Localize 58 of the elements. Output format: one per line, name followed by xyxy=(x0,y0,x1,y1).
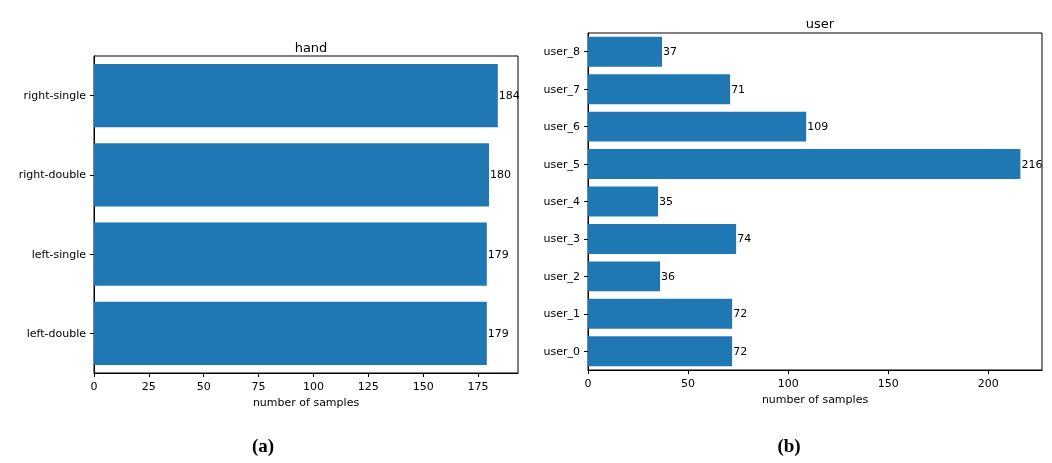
bar xyxy=(588,149,1021,180)
bar xyxy=(588,223,737,254)
y-tick-label: user_7 xyxy=(543,82,580,96)
y-tick-label: right-single xyxy=(23,89,87,103)
x-tick-label: 0 xyxy=(90,380,98,393)
bar xyxy=(94,301,487,366)
y-tick-label: user_1 xyxy=(543,307,580,321)
data-label: 35 xyxy=(659,195,674,208)
x-tick-label: 25 xyxy=(141,380,156,393)
y-tick-label: right-double xyxy=(18,168,87,182)
bar xyxy=(588,298,733,329)
text: (b) xyxy=(777,435,801,457)
data-label: 74 xyxy=(737,232,752,246)
x-tick-label: 100 xyxy=(777,377,799,390)
x-tick-label: 100 xyxy=(302,380,324,393)
bar xyxy=(588,261,661,292)
data-label: 72 xyxy=(733,344,748,358)
x-tick-label: 75 xyxy=(251,380,266,393)
y-tick-label: user_2 xyxy=(543,269,580,283)
data-label: 109 xyxy=(807,120,829,134)
bar xyxy=(94,143,490,207)
data-label: 179 xyxy=(487,326,509,340)
x-tick-label: 175 xyxy=(467,380,489,393)
x-tick-label: 50 xyxy=(196,380,211,393)
x-tick-label: 200 xyxy=(977,377,999,390)
chart-title: hand xyxy=(294,40,328,55)
y-tick-label: user_3 xyxy=(543,232,580,246)
chart-title: user xyxy=(805,16,835,31)
x-tick-label: 150 xyxy=(877,377,899,390)
y-tick-label: left-double xyxy=(26,326,87,340)
bar xyxy=(588,336,733,367)
bar xyxy=(94,63,498,128)
y-tick-label: user_6 xyxy=(543,120,580,134)
x-axis-title: number of samples xyxy=(761,393,869,406)
data-label: 179 xyxy=(487,247,509,261)
x-tick-label: 125 xyxy=(357,380,379,393)
y-tick-label: user_4 xyxy=(543,195,580,208)
y-tick-label: user_8 xyxy=(543,45,580,59)
bar xyxy=(588,36,663,67)
y-tick-label: left-single xyxy=(31,247,87,261)
data-label: 72 xyxy=(733,307,748,321)
bar xyxy=(94,222,487,286)
x-tick-label: 0 xyxy=(584,377,592,390)
x-axis-title: number of samples xyxy=(252,396,360,409)
bar xyxy=(588,186,659,217)
data-label: 184 xyxy=(498,89,520,103)
y-tick-label: user_5 xyxy=(543,157,580,171)
bar xyxy=(588,74,731,105)
data-label: 71 xyxy=(731,82,746,96)
bar xyxy=(588,111,807,142)
data-label: 37 xyxy=(663,45,678,59)
text: (a) xyxy=(251,435,275,457)
data-label: 216 xyxy=(1021,157,1043,171)
x-tick-label: 150 xyxy=(412,380,434,393)
data-label: 36 xyxy=(661,269,676,283)
y-tick-label: user_0 xyxy=(543,344,580,358)
x-tick-label: 50 xyxy=(681,377,696,390)
data-label: 180 xyxy=(490,168,512,182)
